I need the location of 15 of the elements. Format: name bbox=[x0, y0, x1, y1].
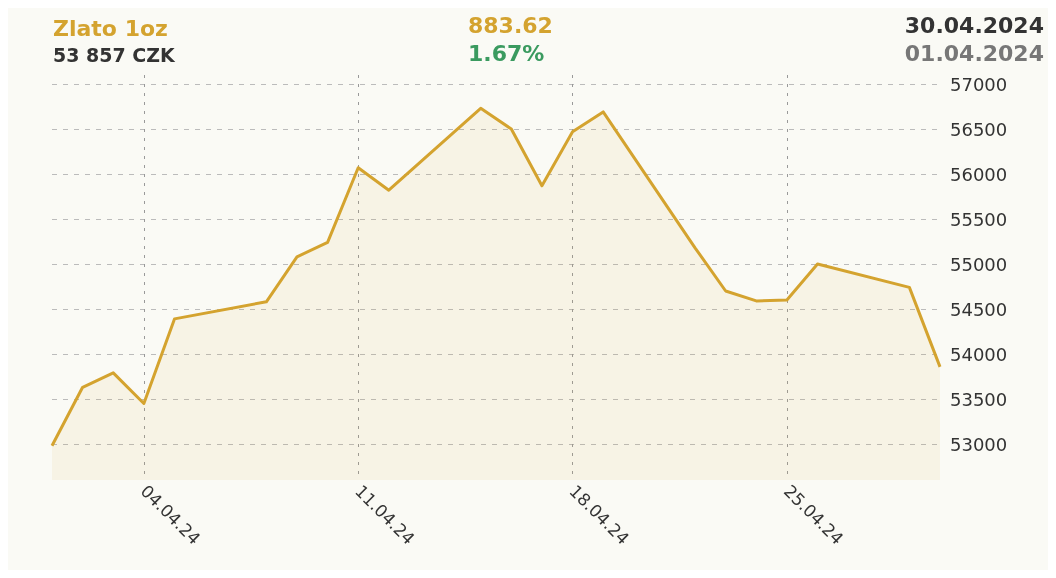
y-tick-label: 54500 bbox=[950, 298, 1008, 320]
text: 883.62 bbox=[467, 12, 553, 38]
y-tick-label: 56000 bbox=[950, 163, 1008, 185]
chart-title: Zlato 1oz bbox=[53, 15, 168, 41]
y-tick-label: 55000 bbox=[950, 253, 1008, 275]
y-tick-label: 57000 bbox=[950, 73, 1008, 95]
y-tick-label: 53500 bbox=[950, 388, 1008, 410]
y-tick-label: 56500 bbox=[950, 118, 1008, 140]
text: 30.04.2024 bbox=[904, 12, 1044, 38]
text: 1.67% bbox=[468, 40, 545, 66]
y-tick-label: 53000 bbox=[950, 433, 1008, 455]
y-tick-label: 54000 bbox=[950, 343, 1008, 365]
chart-subtitle: 53 857 CZK bbox=[53, 43, 177, 66]
text: 01.04.2024 bbox=[904, 40, 1044, 66]
y-tick-label: 55500 bbox=[950, 208, 1008, 230]
